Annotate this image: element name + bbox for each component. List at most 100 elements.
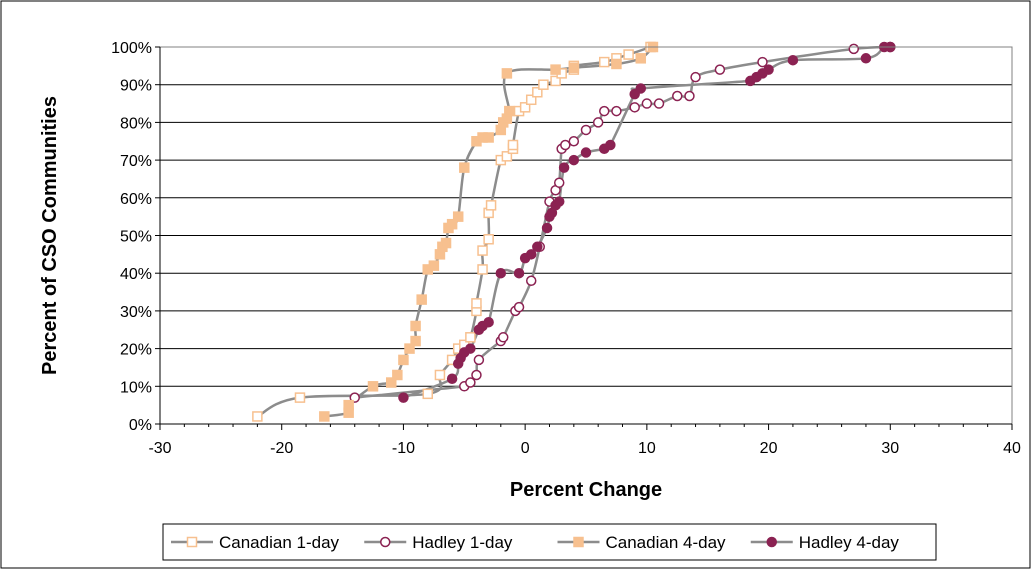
data-point	[294, 392, 306, 403]
data-point	[422, 388, 434, 400]
legend-label: Canadian 4-day	[606, 533, 727, 552]
data-point	[553, 196, 565, 207]
y-tick-label: 90%	[120, 78, 152, 95]
data-point	[580, 124, 592, 136]
data-point	[501, 68, 513, 79]
data-point	[501, 151, 513, 162]
data-point	[440, 237, 452, 249]
data-point	[580, 147, 592, 158]
data-point	[629, 102, 640, 113]
data-point	[611, 105, 622, 117]
y-tick-label: 80%	[120, 115, 152, 132]
y-tick-label: 40%	[120, 266, 152, 283]
x-tick-label: -30	[148, 440, 171, 457]
y-tick-label: 70%	[120, 153, 152, 170]
data-point	[599, 56, 610, 68]
data-point	[477, 245, 488, 256]
data-point	[507, 139, 519, 151]
data-point	[416, 294, 427, 305]
y-tick-label: 20%	[120, 342, 152, 359]
data-point	[568, 136, 580, 147]
x-tick-label: -20	[270, 440, 293, 457]
data-point	[513, 301, 525, 313]
legend: Canadian 1-day Hadley 1-day Canadian 4-day…	[162, 523, 937, 561]
legend-marker	[186, 536, 198, 548]
data-point	[386, 377, 397, 388]
data-point	[428, 260, 440, 271]
x-axis-title: Percent Change	[510, 479, 662, 501]
data-point	[497, 332, 509, 343]
legend-label: Hadley 1-day	[412, 533, 513, 552]
data-point	[635, 83, 647, 94]
y-tick-label: 30%	[120, 304, 152, 321]
data-point	[343, 399, 354, 411]
data-point	[465, 377, 476, 388]
x-tick-label: -10	[392, 440, 415, 457]
data-point	[367, 381, 379, 392]
x-tick-label: 10	[638, 440, 656, 457]
legend-label: Canadian 1-day	[219, 533, 340, 552]
data-point	[714, 64, 726, 75]
data-point	[446, 218, 458, 230]
data-point	[690, 71, 701, 83]
legend-label: Hadley 4-day	[799, 533, 900, 552]
y-tick-label: 0%	[129, 417, 152, 434]
data-point	[623, 49, 634, 60]
data-point	[459, 162, 470, 173]
data-point	[404, 343, 415, 354]
data-point	[525, 275, 537, 286]
data-point	[434, 369, 446, 381]
data-point	[465, 343, 476, 354]
y-axis-title: Percent of CSO Communities	[39, 96, 61, 375]
series-layer	[252, 41, 896, 422]
y-tick-label: 10%	[120, 379, 152, 396]
x-tick-label: 20	[760, 440, 778, 457]
data-point	[477, 264, 488, 275]
data-point	[641, 98, 653, 109]
data-point	[392, 369, 403, 381]
data-point	[757, 56, 768, 68]
data-point	[860, 53, 872, 64]
x-tick-label: 40	[1003, 440, 1021, 457]
data-point	[532, 241, 543, 253]
data-point	[252, 411, 263, 422]
data-point	[568, 62, 580, 73]
data-point	[483, 132, 494, 143]
data-point	[525, 249, 537, 260]
data-point	[473, 354, 485, 366]
x-tick-label: 30	[881, 440, 899, 457]
data-point	[410, 335, 421, 347]
data-point	[848, 43, 860, 55]
data-point	[763, 64, 774, 75]
data-point	[452, 211, 464, 222]
data-point	[568, 154, 580, 166]
data-point	[558, 162, 570, 173]
y-tick-label: 60%	[120, 191, 152, 208]
data-point	[319, 411, 330, 422]
data-point	[653, 98, 665, 109]
legend-marker	[766, 536, 777, 548]
data-point	[410, 320, 421, 332]
y-tick-label: 50%	[120, 229, 152, 246]
data-point	[525, 94, 537, 106]
legend-box	[162, 523, 937, 561]
x-tick-label: 0	[521, 440, 530, 457]
y-tick-label: 100%	[111, 40, 152, 57]
data-point	[532, 86, 543, 98]
data-point	[485, 200, 497, 211]
data-point	[398, 392, 409, 403]
data-point	[541, 222, 553, 234]
data-point	[592, 117, 604, 128]
data-point	[599, 105, 610, 117]
data-point	[398, 354, 409, 366]
data-point	[550, 75, 561, 87]
data-point	[495, 267, 507, 279]
data-point	[446, 373, 458, 385]
data-point	[483, 234, 494, 245]
data-point	[605, 139, 616, 151]
axes: 0% 10% 20% 30% 40% 50% 60% 70% 80% 90% 100% -30 -20 -…	[111, 40, 1021, 457]
data-point	[471, 369, 482, 381]
